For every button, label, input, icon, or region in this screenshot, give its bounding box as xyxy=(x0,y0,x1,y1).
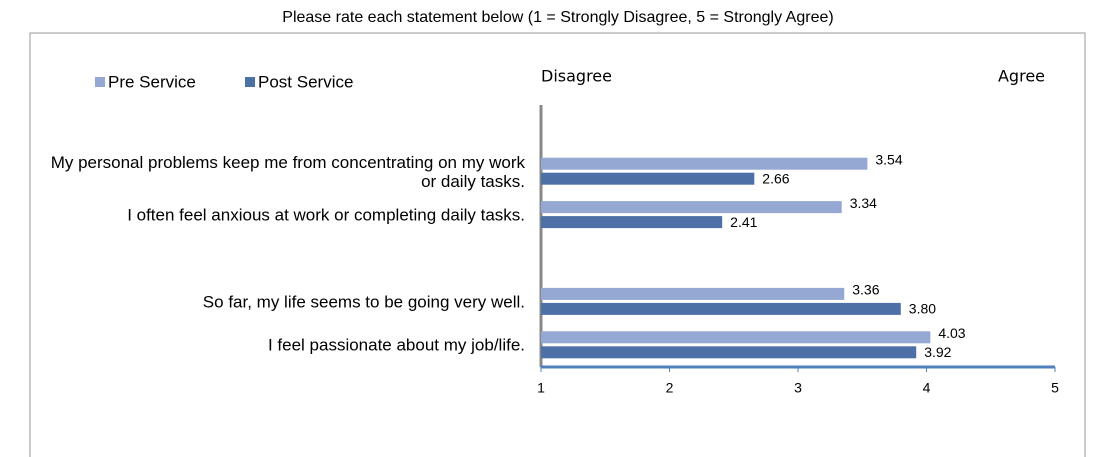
data-label: 3.34 xyxy=(850,195,877,211)
y-tick-label: I often feel anxious at work or completi… xyxy=(127,205,525,225)
data-label: 3.36 xyxy=(852,282,879,298)
legend-label: Post Service xyxy=(258,72,353,91)
x-tick-label: 2 xyxy=(666,380,674,396)
data-label: 3.80 xyxy=(909,301,936,317)
x-tick-label: 1 xyxy=(537,380,545,396)
x-tick-label: 4 xyxy=(923,380,931,396)
data-label: 2.66 xyxy=(762,170,789,186)
legend-label: Pre Service xyxy=(108,72,196,91)
legend-swatch xyxy=(245,77,255,87)
chart-title: Please rate each statement below (1 = St… xyxy=(282,9,833,26)
bar xyxy=(541,157,868,170)
data-label: 3.54 xyxy=(875,151,902,167)
x-tick-label: 5 xyxy=(1051,380,1059,396)
y-tick-label: My personal problems keep me from concen… xyxy=(50,152,525,191)
x-tick-label: 3 xyxy=(794,380,802,396)
annotation: Disagree xyxy=(541,67,612,86)
bar xyxy=(541,302,901,315)
bar xyxy=(541,172,755,185)
bar xyxy=(541,287,845,300)
y-tick-label: I feel passionate about my job/life. xyxy=(267,335,525,355)
data-label: 4.03 xyxy=(938,325,965,341)
legend-swatch xyxy=(95,77,105,87)
data-label: 2.41 xyxy=(730,214,757,230)
frame xyxy=(29,32,1086,457)
bar xyxy=(541,216,723,229)
bar xyxy=(541,346,917,359)
bar xyxy=(541,331,931,344)
y-tick-label: So far, my life seems to be going very w… xyxy=(202,292,525,312)
annotation: Agree xyxy=(998,67,1045,86)
bar xyxy=(541,201,842,214)
data-label: 3.92 xyxy=(924,344,951,360)
